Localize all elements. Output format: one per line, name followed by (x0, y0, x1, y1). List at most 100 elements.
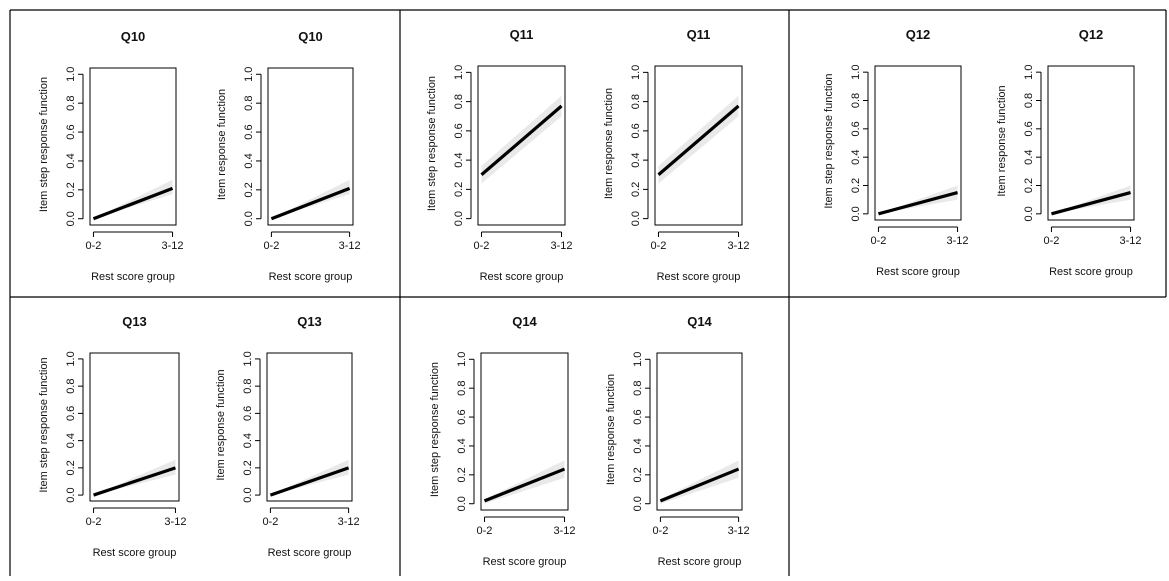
y-tick-label: 0.2 (850, 178, 862, 193)
y-tick-label: 0.4 (65, 433, 77, 448)
series-line (269, 466, 350, 497)
y-tick-label: 1.0 (850, 65, 862, 80)
y-tick-label: 0.6 (243, 124, 255, 139)
y-tick-label: 0.6 (65, 124, 77, 139)
y-axis-title: Item step response function (38, 357, 50, 492)
series-line (483, 467, 566, 503)
y-tick-label: 0.8 (850, 93, 862, 108)
y-tick-label: 0.6 (453, 123, 465, 138)
y-tick-label: 0.0 (1023, 206, 1035, 221)
y-tick-label: 0.2 (632, 467, 644, 482)
y-tick-label: 1.0 (630, 65, 642, 80)
x-tick-label: 0-2 (1043, 235, 1059, 247)
y-axis-title: Item response function (215, 369, 227, 480)
chart-title: Q11 (510, 27, 534, 42)
x-tick-label: 3-12 (554, 525, 576, 537)
chart-title: Q13 (122, 314, 147, 329)
y-tick-label: 0.2 (453, 182, 465, 197)
y-tick-label: 0.6 (630, 123, 642, 138)
y-tick-label: 0.8 (243, 96, 255, 111)
chart-panel: Q10 0.0 0.2 0.4 0.6 0.8 1.0 Item response funct… (216, 29, 361, 283)
x-tick-label: 0-2 (652, 525, 668, 537)
plot-box (266, 352, 353, 502)
x-tick-label: 3-12 (551, 240, 573, 252)
chart-panel: Q13 0.0 0.2 0.4 0.6 0.8 1.0 Item response funct… (215, 314, 360, 559)
y-tick-label: 0.8 (65, 96, 77, 111)
y-tick-label: 1.0 (242, 351, 254, 366)
confidence-band (93, 179, 173, 219)
chart-panel: Q13 0.0 0.2 0.4 0.6 0.8 1.0 Item step response … (38, 314, 186, 559)
y-tick-label: 0.8 (65, 379, 77, 394)
y-tick-label: 0.6 (632, 409, 644, 424)
y-tick-label: 0.8 (1023, 93, 1035, 108)
confidence-band (93, 459, 176, 496)
plot-box (477, 65, 566, 226)
plot-box (874, 65, 962, 221)
chart-panel: Q12 0.0 0.2 0.4 0.6 0.8 1.0 Item response funct… (996, 27, 1142, 278)
y-tick-label: 0.0 (630, 211, 642, 226)
x-tick-label: 3-12 (339, 240, 361, 252)
y-tick-label: 0.4 (850, 150, 862, 165)
y-tick-label: 0.8 (453, 94, 465, 109)
chart-title: Q12 (1079, 27, 1104, 42)
series-line (93, 466, 176, 497)
x-axis-title: Rest score group (480, 271, 564, 283)
y-tick-label: 1.0 (453, 65, 465, 80)
chart-title: Q11 (687, 27, 711, 42)
y-tick-label: 0.4 (456, 438, 468, 453)
plot-box (89, 352, 180, 502)
x-tick-label: 0-2 (262, 516, 278, 528)
y-tick-label: 0.6 (242, 406, 254, 421)
x-tick-label: 0-2 (85, 240, 101, 252)
chart-title: Q14 (687, 314, 712, 329)
y-axis-title: Item step response function (38, 77, 50, 212)
confidence-band (270, 459, 349, 496)
y-tick-label: 0.6 (850, 121, 862, 136)
x-tick-label: 3-12 (338, 516, 360, 528)
y-tick-label: 0.0 (65, 211, 77, 226)
x-tick-label: 0-2 (263, 240, 279, 252)
chart-panel: Q10 0.0 0.2 0.4 0.6 0.8 1.0 Item step response … (38, 29, 184, 283)
y-tick-label: 0.4 (630, 152, 642, 167)
y-tick-label: 0.8 (242, 379, 254, 394)
y-tick-label: 0.2 (630, 182, 642, 197)
y-tick-label: 0.6 (65, 406, 77, 421)
chart-title: Q13 (297, 314, 322, 329)
y-tick-label: 0.2 (456, 467, 468, 482)
x-tick-label: 3-12 (164, 516, 186, 528)
y-tick-label: 1.0 (65, 351, 77, 366)
y-tick-label: 0.4 (453, 152, 465, 167)
series-line (270, 186, 351, 221)
y-tick-label: 0.6 (1023, 121, 1035, 136)
x-tick-label: 3-12 (728, 525, 750, 537)
y-axis-title: Item step response function (823, 73, 835, 208)
x-tick-label: 0-2 (477, 525, 493, 537)
y-tick-label: 0.2 (65, 460, 77, 475)
y-tick-label: 0.0 (456, 496, 468, 511)
y-tick-label: 0.0 (242, 487, 254, 502)
x-tick-label: 0-2 (651, 240, 667, 252)
y-tick-label: 0.0 (453, 211, 465, 226)
chart-title: Q10 (298, 29, 323, 44)
confidence-band (1051, 185, 1131, 214)
x-axis-title: Rest score group (657, 271, 741, 283)
x-tick-label: 0-2 (86, 516, 102, 528)
plot-box (480, 352, 569, 511)
plot-box (654, 65, 743, 226)
chart-panel: Q11 0.0 0.2 0.4 0.6 0.8 1.0 Item response funct… (603, 27, 750, 283)
chart-panel: Q11 0.0 0.2 0.4 0.6 0.8 1.0 Item step response … (426, 27, 573, 283)
y-tick-label: 0.4 (243, 153, 255, 168)
plot-box (267, 67, 354, 226)
y-tick-label: 1.0 (65, 67, 77, 82)
y-tick-label: 0.6 (456, 409, 468, 424)
confidence-band (878, 185, 958, 214)
y-tick-label: 0.8 (630, 94, 642, 109)
x-tick-label: 0-2 (474, 240, 490, 252)
y-axis-title: Item response function (216, 89, 228, 200)
y-tick-label: 0.4 (242, 433, 254, 448)
x-axis-title: Rest score group (483, 556, 567, 568)
x-tick-label: 3-12 (1120, 235, 1142, 247)
x-axis-title: Rest score group (268, 547, 352, 559)
series-line (92, 186, 174, 221)
